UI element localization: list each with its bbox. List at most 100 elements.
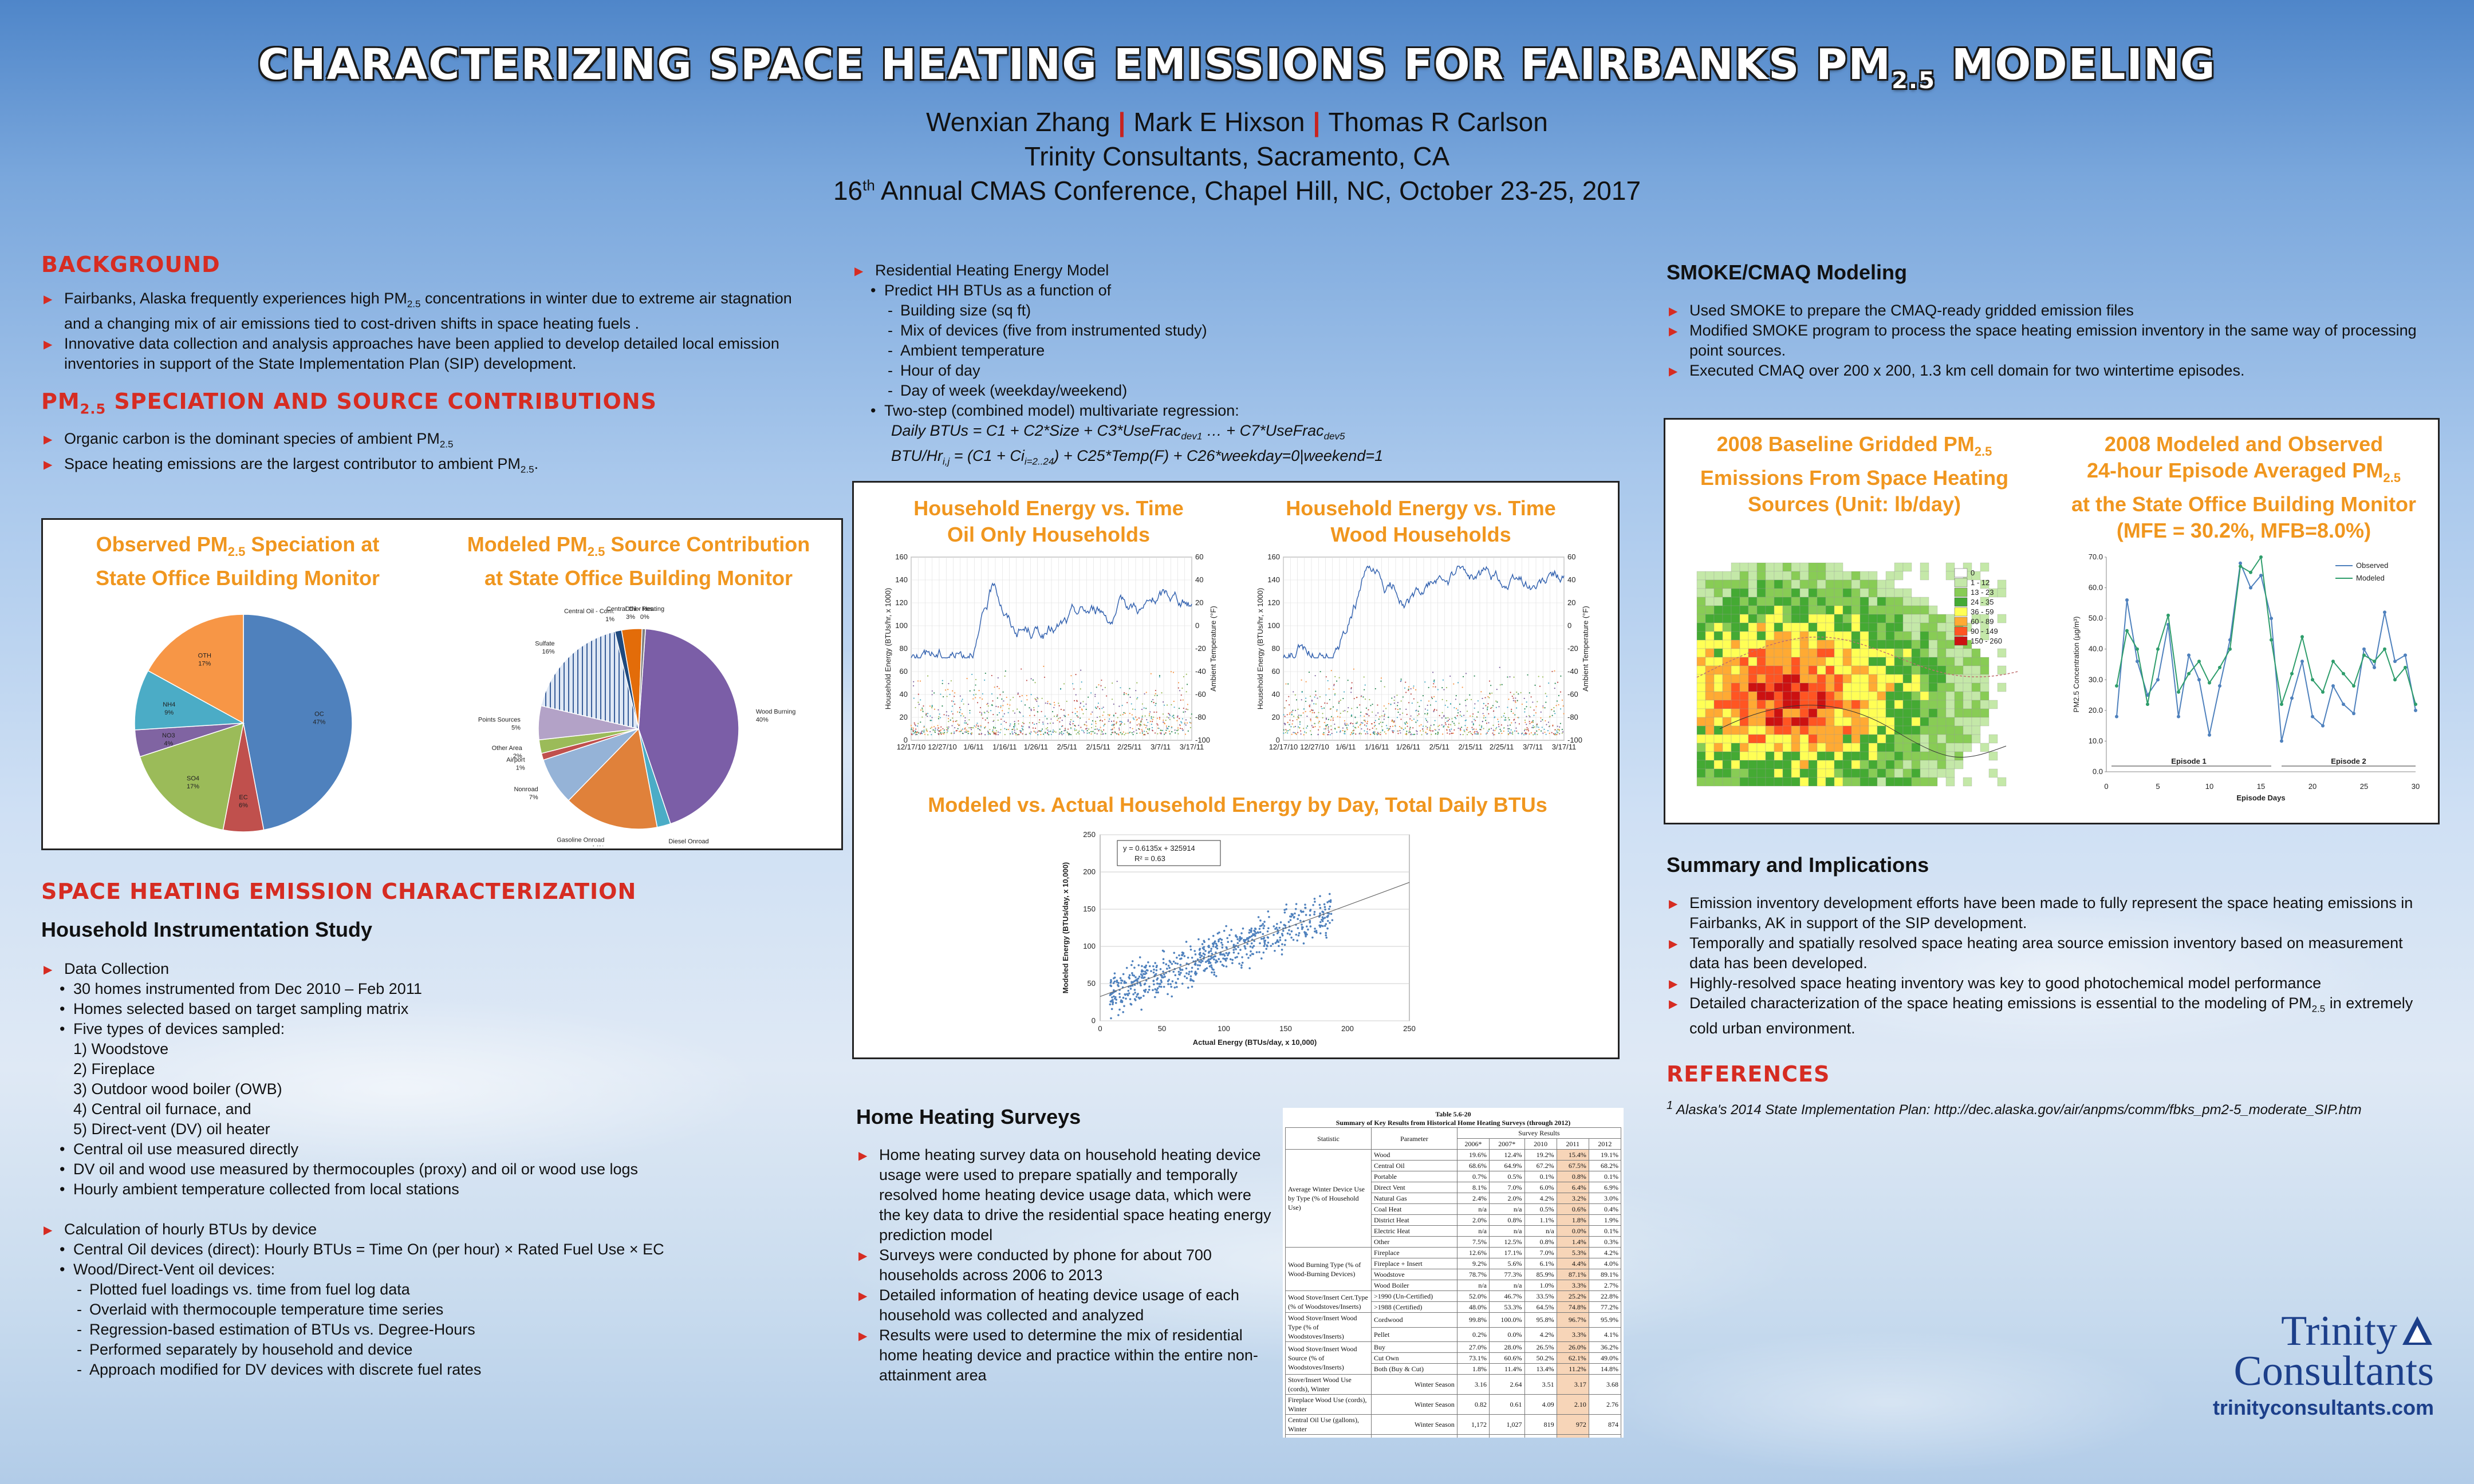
table-cell: >1990 (Un-Certified) xyxy=(1371,1290,1457,1302)
grid-cell xyxy=(1765,622,1775,632)
y2-tick-label: 60 xyxy=(1567,552,1575,561)
grid-cell xyxy=(1920,640,1929,649)
data-point xyxy=(1234,956,1237,959)
grid-cell xyxy=(1791,725,1801,735)
y2-tick-label: -80 xyxy=(1567,713,1578,721)
data-point xyxy=(1063,709,1065,711)
data-point xyxy=(1151,716,1152,718)
list-item: Home heating survey data on household he… xyxy=(856,1145,1274,1245)
grid-cell xyxy=(1834,717,1843,727)
data-point xyxy=(1292,709,1294,711)
data-point xyxy=(1194,970,1197,973)
data-point xyxy=(990,710,992,712)
y-tick-label: 0 xyxy=(904,736,908,744)
table-cell: 11.2% xyxy=(1556,1363,1589,1375)
data-point xyxy=(1119,721,1121,723)
data-point xyxy=(1489,692,1491,694)
data-point xyxy=(980,712,983,714)
data-point xyxy=(1133,966,1136,969)
grid-cell xyxy=(1937,648,1947,658)
table-row: Coal Heat n/a n/a 0.5% 0.6% 0.4% xyxy=(1286,1203,1622,1215)
data-point xyxy=(1507,676,1508,678)
data-point xyxy=(1414,733,1416,735)
grid-cell xyxy=(1722,725,1732,735)
grid-cell xyxy=(1911,760,1921,769)
grid-cell xyxy=(1705,725,1715,735)
data-point xyxy=(1017,708,1018,710)
grid-cell xyxy=(1954,691,1964,701)
data-point xyxy=(1181,687,1183,689)
grid-cell xyxy=(1765,562,1775,572)
data-point xyxy=(986,717,988,719)
data-point xyxy=(1181,969,1184,971)
grid-cell xyxy=(1954,700,1964,709)
data-point xyxy=(1499,666,1500,668)
data-point xyxy=(1405,708,1407,711)
data-point xyxy=(1428,686,1429,688)
data-point xyxy=(992,729,994,731)
grid-cell xyxy=(1756,562,1766,572)
pie-slice-pct: 0% xyxy=(640,614,649,621)
data-point xyxy=(1135,716,1137,718)
data-point xyxy=(1337,716,1338,717)
data-point xyxy=(1513,719,1515,721)
grid-cell xyxy=(1739,605,1749,615)
grid-cell xyxy=(1808,622,1818,632)
data-point xyxy=(914,724,916,725)
data-point xyxy=(975,726,977,728)
series-point xyxy=(2362,647,2366,651)
data-point xyxy=(940,726,942,728)
grid-cell xyxy=(1696,682,1706,692)
data-point xyxy=(1250,929,1252,932)
table-cell: Winter Season xyxy=(1371,1434,1457,1438)
grid-cell xyxy=(1997,614,2007,623)
grid-cell xyxy=(1774,682,1783,692)
grid-cell xyxy=(1765,657,1775,666)
data-point xyxy=(1530,707,1531,708)
table-cell: Electric Heat xyxy=(1371,1225,1457,1237)
grid-cell xyxy=(1782,657,1792,666)
grid-cell xyxy=(1713,631,1723,641)
grid-cell xyxy=(1817,562,1826,572)
data-point xyxy=(1255,932,1258,934)
grid-cell xyxy=(1756,588,1766,598)
data-point xyxy=(1181,718,1183,720)
data-point xyxy=(1476,731,1478,733)
data-point xyxy=(1476,716,1478,718)
data-point xyxy=(1181,728,1183,729)
data-point xyxy=(1514,730,1516,732)
data-point xyxy=(946,732,948,733)
data-point xyxy=(1140,1008,1143,1011)
grid-cell xyxy=(1782,725,1792,735)
data-point xyxy=(1487,706,1488,708)
table-row: Stove/Insert Wood Use (cords), Winter Win… xyxy=(1285,1374,1622,1395)
model-section: Residential Heating Energy Model Predict… xyxy=(852,261,1642,472)
data-point xyxy=(1397,711,1399,713)
table-stat-cell: Wood Burning Type (% of Wood-Burning Dev… xyxy=(1285,1247,1372,1291)
data-point xyxy=(1112,682,1113,684)
data-point xyxy=(1135,690,1137,692)
data-point xyxy=(1211,966,1213,969)
grid-cell xyxy=(1834,674,1843,684)
grid-cell xyxy=(1885,768,1895,778)
data-point xyxy=(1147,732,1149,734)
data-point xyxy=(1252,933,1254,936)
series-point xyxy=(2239,561,2242,565)
data-point xyxy=(1047,733,1049,735)
data-point xyxy=(1559,723,1562,724)
grid-cell xyxy=(1945,700,1955,709)
grid-cell xyxy=(1713,725,1723,735)
data-point xyxy=(1153,711,1155,713)
x-tick-label: 250 xyxy=(1403,1024,1416,1033)
data-point xyxy=(1295,903,1298,905)
data-point xyxy=(1321,925,1324,928)
data-point xyxy=(1435,729,1437,731)
data-point xyxy=(1475,728,1477,730)
data-point xyxy=(1402,712,1404,714)
data-point xyxy=(1006,729,1007,731)
data-point xyxy=(1326,915,1329,918)
data-point xyxy=(1185,673,1187,675)
table-cell: 1.8% xyxy=(1556,1214,1589,1226)
data-point xyxy=(1250,935,1253,937)
data-point xyxy=(1347,724,1349,726)
